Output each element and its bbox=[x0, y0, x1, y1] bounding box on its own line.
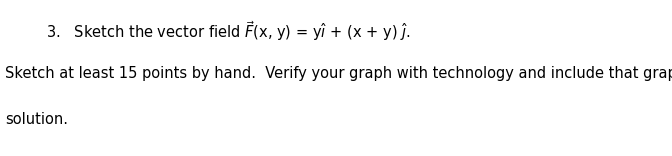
Text: 3.   Sketch the vector field $\vec{F}$(x, y) = y$\hat{\imath}$ + (x + y) $\hat{\: 3. Sketch the vector field $\vec{F}$(x, … bbox=[46, 19, 411, 43]
Text: solution.: solution. bbox=[5, 112, 69, 127]
Text: Sketch at least 15 points by hand.  Verify your graph with technology and includ: Sketch at least 15 points by hand. Verif… bbox=[5, 66, 672, 80]
